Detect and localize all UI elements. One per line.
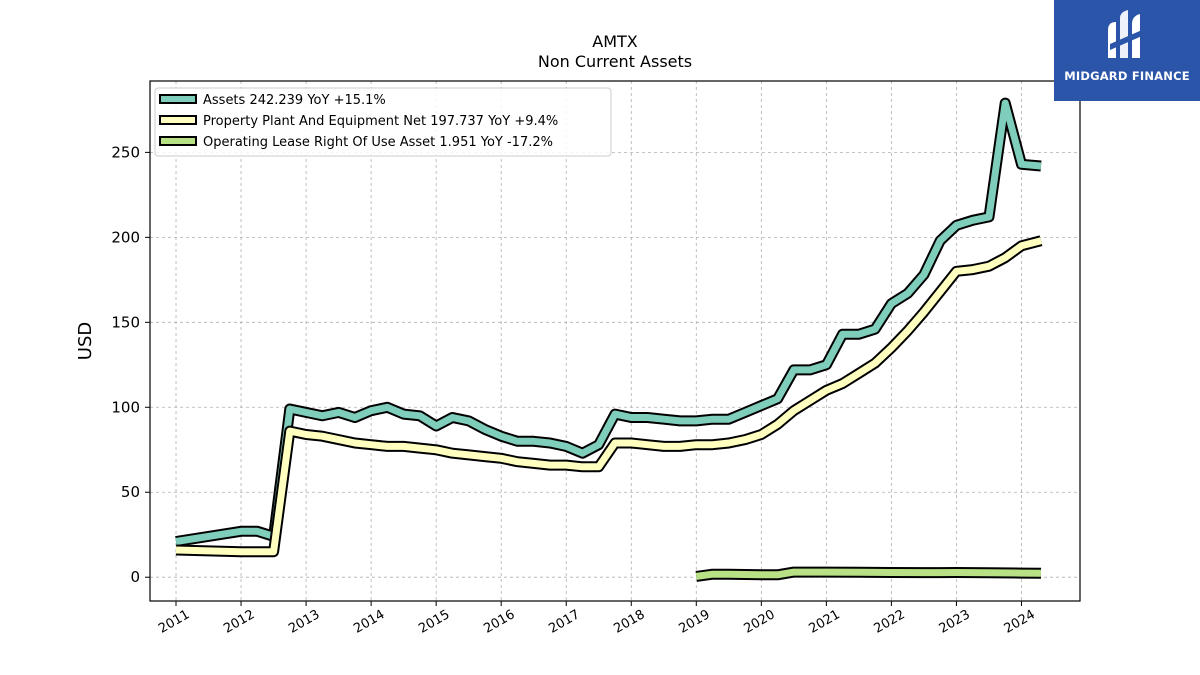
x-tick-label: 2018: [611, 607, 647, 637]
series-2: [175, 235, 1043, 558]
x-tick-label: 2021: [807, 607, 843, 637]
series-line: [175, 99, 1042, 545]
y-tick-label: 50: [121, 483, 140, 501]
series-3: [695, 566, 1042, 582]
x-tick-label: 2024: [1002, 607, 1038, 637]
series-layer: [175, 97, 1043, 582]
y-tick-label: 150: [111, 313, 140, 331]
x-tick-label: 2012: [221, 607, 257, 637]
x-tick-label: 2020: [741, 607, 777, 637]
legend-entry: Operating Lease Right Of Use Asset 1.951…: [203, 135, 553, 150]
x-tick-label: 2013: [286, 607, 322, 637]
plot-area-frame: [149, 80, 1081, 602]
brand-mark-icon: [1108, 10, 1142, 58]
y-tick-label: 200: [111, 228, 140, 246]
y-axis: 0 50 100 150 200 250: [111, 143, 150, 586]
series-line: [175, 237, 1042, 556]
x-tick-label: 2019: [676, 607, 712, 637]
legend-swatch: [159, 115, 197, 125]
x-axis: 2011 2012 2013 2014 2015 2016 2017 2018 2019 2020…: [156, 601, 1038, 637]
legend-box: [154, 87, 612, 157]
y-tick-label: 100: [111, 398, 140, 416]
series-line: [695, 568, 1042, 580]
brand-logo: MIDGARD FINANCE: [1054, 0, 1200, 101]
y-tick-label: 250: [111, 143, 140, 161]
chart-title: AMTX: [592, 32, 638, 51]
legend-entry: Property Plant And Equipment Net 197.737…: [203, 114, 558, 129]
y-axis-label: USD: [75, 322, 96, 360]
x-tick-label: 2022: [872, 607, 908, 637]
x-tick-label: 2015: [416, 607, 452, 637]
legend-entry: Assets 242.239 YoY +15.1%: [203, 93, 386, 108]
legend-swatch: [159, 136, 197, 146]
brand-name: MIDGARD FINANCE: [1064, 69, 1190, 83]
x-tick-label: 2014: [351, 607, 387, 637]
series-1: [175, 97, 1042, 547]
x-tick-label: 2011: [156, 607, 192, 637]
legend-swatch: [159, 94, 197, 104]
x-tick-label: 2017: [546, 607, 582, 637]
chart-subtitle: Non Current Assets: [538, 52, 692, 71]
y-tick-label: 0: [130, 568, 140, 586]
x-tick-label: 2016: [481, 607, 517, 637]
grid-lines: [150, 81, 1080, 601]
x-tick-label: 2023: [937, 607, 973, 637]
legend: Assets 242.239 YoY +15.1% Property Plant …: [154, 87, 612, 157]
